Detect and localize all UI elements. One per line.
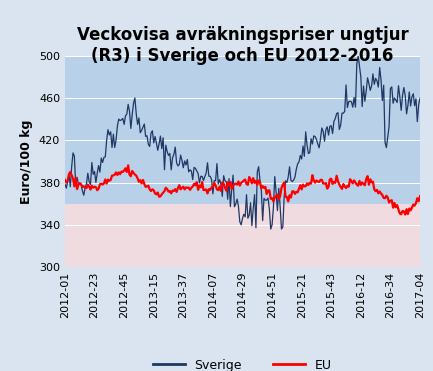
Legend: Sverige, EU: Sverige, EU	[149, 354, 336, 371]
Bar	[65, 204, 420, 267]
Bar	[65, 56, 420, 204]
Text: Veckovisa avräkningspriser ungtjur
(R3) i Sverige och EU 2012-2016: Veckovisa avräkningspriser ungtjur (R3) …	[77, 26, 408, 65]
Y-axis label: Euro/100 kg: Euro/100 kg	[20, 119, 33, 204]
